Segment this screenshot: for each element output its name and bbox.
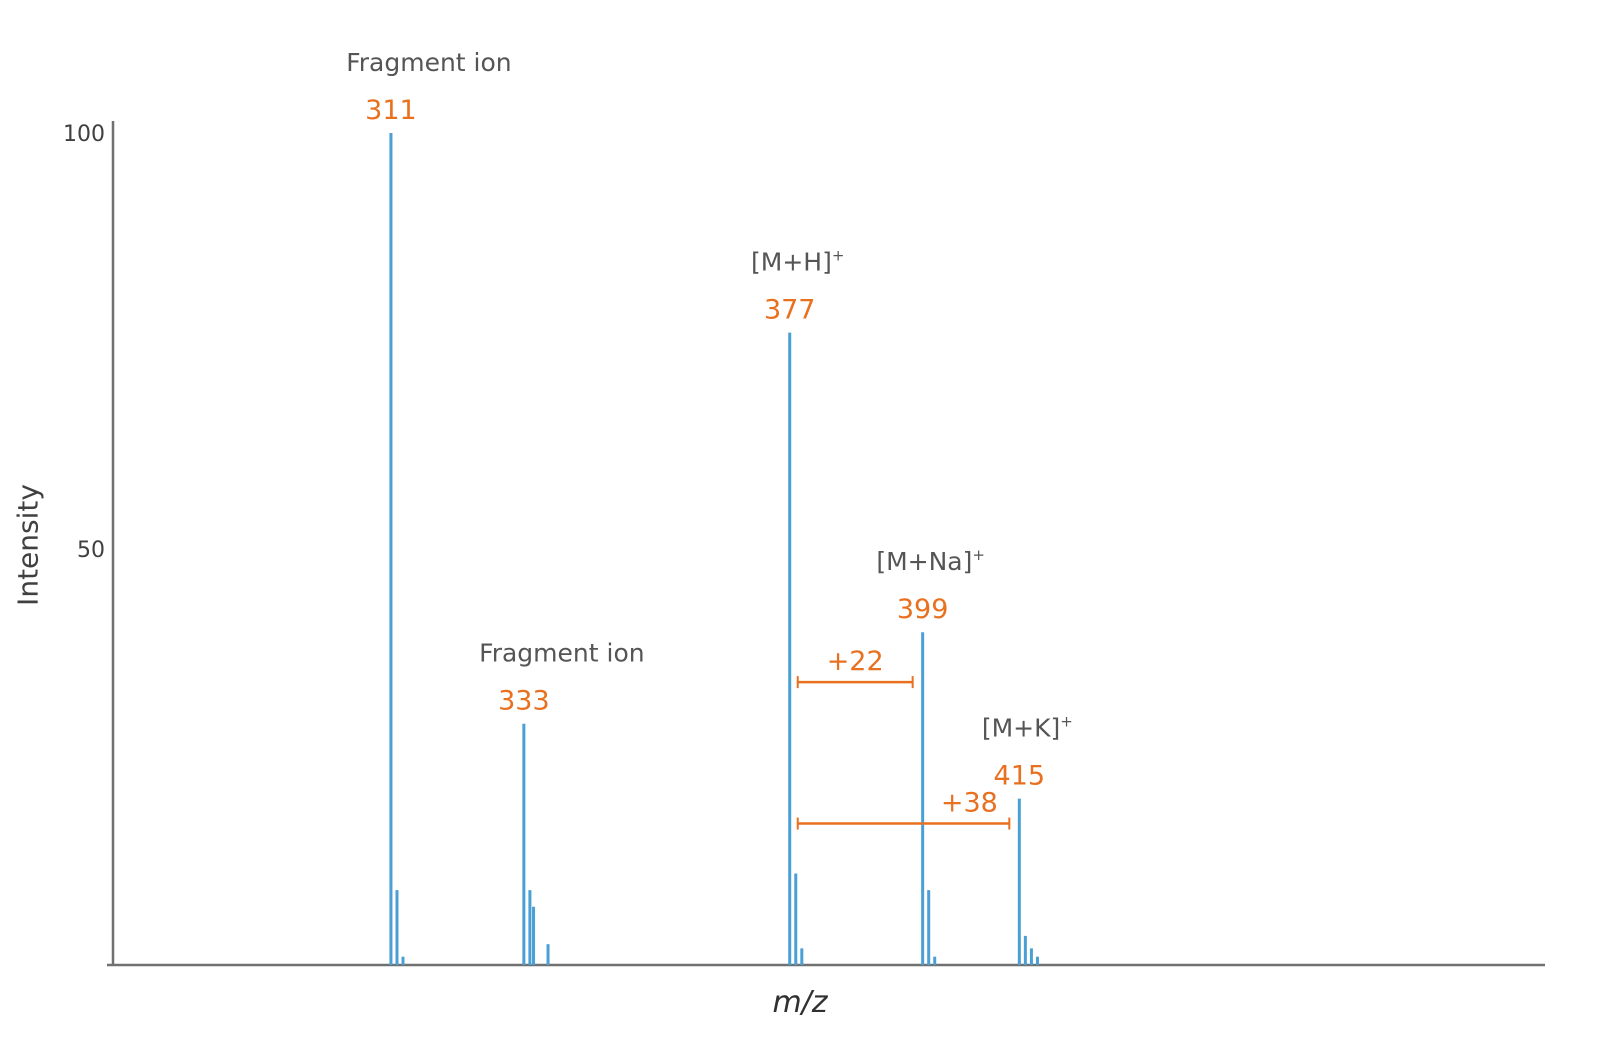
peaks <box>389 133 1039 965</box>
peak-ion-label: [M+Na]+ <box>876 546 985 576</box>
peak-ion-label: [M+K]+ <box>982 713 1073 743</box>
y-tick-label: 50 <box>77 538 105 563</box>
peak-ion-label: Fragment ion <box>346 48 511 77</box>
peak-value-label: 377 <box>764 295 816 326</box>
peak-annotations: 311 Fragment ion 333 Fragment ion 377 [M+H]+ 3… <box>346 48 1073 792</box>
peak-ion-label: Fragment ion <box>479 639 644 668</box>
y-tick-labels: 100 50 <box>63 122 105 563</box>
y-tick-label: 100 <box>63 122 105 147</box>
difference-label: +22 <box>827 646 884 677</box>
peak-value-label: 311 <box>365 95 417 126</box>
peak-ion-label: [M+H]+ <box>751 247 844 277</box>
peak-value-label: 399 <box>897 594 949 625</box>
x-axis-label: m/z <box>772 985 828 1020</box>
difference-label: +38 <box>941 788 998 819</box>
peak-value-label: 415 <box>994 761 1046 792</box>
mass-differences: +22 +38 <box>796 646 1011 830</box>
y-axis-label: Intensity <box>11 484 45 606</box>
peak-value-label: 333 <box>498 686 550 717</box>
axes <box>107 121 1545 967</box>
